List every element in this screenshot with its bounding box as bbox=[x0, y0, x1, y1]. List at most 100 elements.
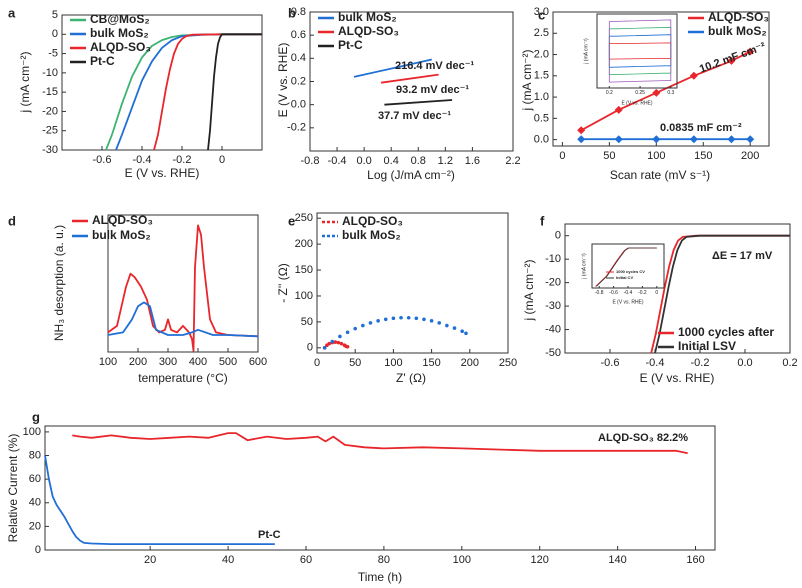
x-tick-label: -0.2 bbox=[173, 154, 192, 166]
y-axis-label: E (V vs. RHE) bbox=[276, 43, 290, 118]
series-line bbox=[380, 73, 439, 84]
data-point bbox=[746, 47, 755, 56]
y-tick-label: 2.5 bbox=[534, 27, 549, 39]
y-tick-label: -40 bbox=[545, 323, 561, 335]
x-tick-label: -0.4 bbox=[624, 290, 633, 296]
x-tick-label: 0.0 bbox=[737, 357, 752, 369]
y-tick-label: 5 bbox=[52, 9, 58, 21]
data-point bbox=[406, 315, 411, 320]
x-tick-label: 80 bbox=[378, 554, 390, 566]
x-axis-label: temperature (°C) bbox=[138, 371, 228, 385]
y-axis-label: j (mA cm⁻²) bbox=[520, 50, 534, 112]
x-tick-label: 150 bbox=[694, 150, 712, 162]
y-tick-label: -10 bbox=[545, 253, 561, 265]
data-point bbox=[689, 135, 698, 144]
y-tick-label: 0.2 bbox=[291, 75, 306, 87]
x-tick-label: -0.6 bbox=[601, 357, 620, 369]
x-tick-label: 0.2 bbox=[606, 90, 613, 96]
legend-label: 1000 cycles CV bbox=[616, 269, 645, 274]
data-point bbox=[437, 321, 442, 325]
plot-frame bbox=[44, 425, 716, 551]
legend-label: ALQD-SO₃ bbox=[338, 24, 399, 38]
x-tick-label: 20 bbox=[144, 554, 156, 566]
annotation: 37.7 mV dec⁻¹ bbox=[378, 110, 451, 122]
data-point bbox=[445, 323, 449, 328]
series-line bbox=[44, 455, 275, 545]
x-tick-label: 500 bbox=[219, 356, 237, 368]
legend-label: ALQD-SO₃ bbox=[708, 10, 769, 24]
plot-frame bbox=[564, 223, 791, 354]
annotation: 10.2 mF cm⁻² bbox=[698, 40, 768, 75]
data-point bbox=[345, 344, 350, 349]
x-tick-label: -0.6 bbox=[93, 154, 112, 166]
data-point bbox=[391, 316, 396, 321]
x-tick-label: 250 bbox=[499, 357, 517, 369]
x-tick-label: 100 bbox=[647, 150, 665, 162]
data-point bbox=[452, 326, 457, 330]
x-tick-label: 100 bbox=[99, 356, 117, 368]
y-axis-label: j (mA cm⁻²) bbox=[581, 253, 587, 280]
annotation: 216.4 mV dec⁻¹ bbox=[395, 60, 475, 72]
x-axis-label: E (V vs. RHE) bbox=[621, 100, 652, 106]
x-tick-label: 50 bbox=[349, 357, 361, 369]
data-point bbox=[422, 317, 426, 322]
x-tick-label: 0.25 bbox=[635, 90, 645, 96]
legend-label: Pt-C bbox=[338, 38, 363, 52]
data-point bbox=[652, 135, 661, 144]
x-tick-label: 0.2 bbox=[782, 357, 797, 369]
x-tick-label: 160 bbox=[686, 554, 704, 566]
x-tick-label: 200 bbox=[741, 150, 759, 162]
x-axis-label: Z' (Ω) bbox=[396, 371, 426, 385]
series-line bbox=[207, 33, 262, 151]
data-point bbox=[460, 329, 464, 334]
y-axis-label: NH₃ desorption (a. u.) bbox=[52, 225, 66, 341]
x-tick-label: 0 bbox=[559, 150, 565, 162]
series-line bbox=[384, 99, 453, 106]
series-line bbox=[595, 247, 657, 287]
x-tick-label: 0 bbox=[314, 357, 320, 369]
series-line bbox=[608, 19, 672, 83]
y-tick-label: 1.0 bbox=[534, 91, 549, 103]
data-point bbox=[339, 341, 344, 346]
plot-frame bbox=[596, 13, 678, 89]
plot-frame bbox=[552, 11, 770, 147]
legend-label: Initial CV bbox=[616, 275, 633, 280]
x-tick-label: -0.6 bbox=[609, 290, 618, 296]
y-tick-label: 80 bbox=[29, 449, 41, 461]
y-tick-label: 100 bbox=[295, 290, 313, 302]
y-tick-label: 20 bbox=[29, 520, 41, 532]
data-point bbox=[614, 135, 623, 144]
x-tick-label: 600 bbox=[249, 356, 267, 368]
y-tick-label: 0 bbox=[52, 28, 58, 40]
x-tick-label: -0.8 bbox=[301, 155, 320, 167]
x-tick-label: -0.8 bbox=[595, 290, 604, 296]
x-tick-label: -0.4 bbox=[133, 154, 152, 166]
series-line bbox=[580, 50, 751, 132]
x-axis-label: Time (h) bbox=[358, 570, 402, 584]
data-point bbox=[652, 88, 661, 97]
data-point bbox=[689, 71, 698, 80]
legend-label: ALQD-SO₃ bbox=[342, 214, 403, 228]
x-tick-label: 0.0 bbox=[356, 155, 371, 167]
series-line bbox=[654, 234, 790, 354]
y-tick-label: 50 bbox=[301, 316, 313, 328]
data-point bbox=[322, 346, 327, 350]
y-tick-label: 0 bbox=[35, 544, 41, 556]
x-axis-label: E (V vs. RHE) bbox=[640, 371, 715, 385]
legend-label: ALQD-SO₃ bbox=[92, 213, 153, 227]
panel-letter: d bbox=[8, 213, 16, 228]
x-tick-label: 2.2 bbox=[505, 155, 520, 167]
data-point bbox=[399, 315, 403, 320]
y-tick-label: 40 bbox=[29, 497, 41, 509]
x-tick-label: 1.6 bbox=[465, 155, 480, 167]
data-point bbox=[464, 331, 468, 336]
annotation: ΔE = 17 mV bbox=[712, 250, 773, 262]
y-tick-label: 200 bbox=[295, 238, 313, 250]
series-line bbox=[107, 301, 259, 338]
y-axis-label: j (mA cm⁻²) bbox=[522, 260, 536, 322]
data-point bbox=[338, 334, 342, 339]
x-tick-label: 50 bbox=[603, 150, 615, 162]
y-tick-label: 0 bbox=[555, 230, 561, 242]
y-tick-label: -0.2 bbox=[287, 122, 306, 134]
